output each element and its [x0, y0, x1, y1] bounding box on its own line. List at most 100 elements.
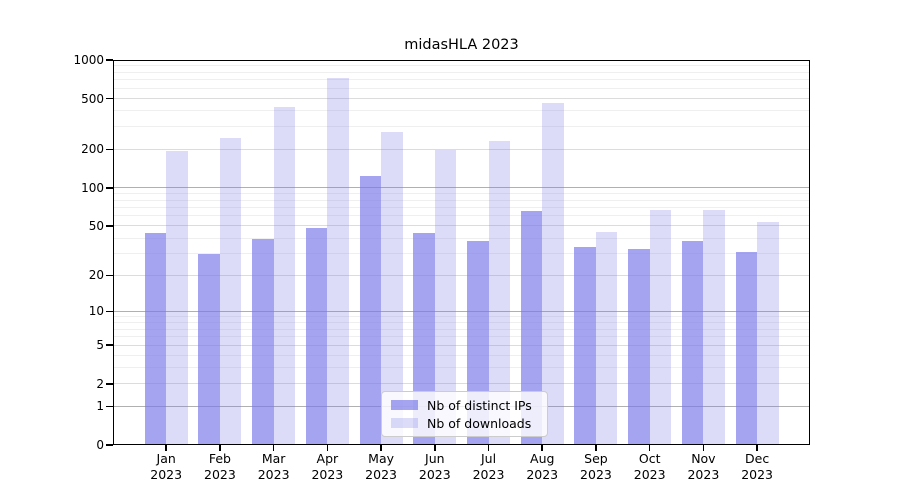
x-tick-label: Dec 2023: [727, 451, 787, 483]
x-tick-month: May: [368, 451, 394, 466]
legend-label: Nb of downloads: [427, 415, 532, 431]
y-tick-label: 0: [96, 438, 104, 452]
x-tick-mark: [595, 445, 597, 451]
y-tick-mark: [106, 59, 113, 61]
y-tick-label: 5: [96, 338, 104, 353]
legend-swatch-distinct-ips: [391, 400, 418, 410]
x-tick-year: 2023: [311, 467, 344, 482]
bar-distinct-ips-mar: [252, 239, 274, 445]
x-tick-year: 2023: [580, 467, 612, 482]
y-tick-mark: [106, 97, 113, 100]
x-tick-month: Mar: [261, 451, 286, 466]
y-tick-mark: [106, 344, 113, 346]
y-gridline-medium: [113, 383, 810, 385]
bar-downloads-nov: [703, 209, 725, 445]
bar-distinct-ips-aug: [520, 210, 543, 445]
x-tick-mark: [272, 445, 275, 451]
x-tick-month: Nov: [691, 451, 716, 466]
y-tick-mark: [106, 187, 113, 189]
x-tick-year: 2023: [365, 467, 397, 482]
x-tick-month: Jul: [480, 451, 497, 466]
x-tick-year: 2023: [741, 467, 774, 482]
y-gridline-medium: [113, 98, 810, 100]
y-gridline-minor: [113, 206, 810, 208]
y-gridline-minor: [113, 316, 810, 318]
legend: Nb of distinct IPs Nb of downloads: [381, 391, 548, 437]
y-gridline-minor: [113, 237, 810, 239]
x-tick-month: Jun: [425, 451, 445, 466]
x-tick-year: 2023: [633, 467, 666, 482]
x-tick-month: Jan: [156, 451, 176, 466]
x-tick-mark: [434, 445, 436, 451]
bar-distinct-ips-oct: [628, 248, 650, 445]
y-tick-label: 200: [81, 142, 104, 157]
x-tick-month: Apr: [316, 451, 339, 466]
y-tick-label: 10: [88, 304, 104, 319]
x-tick-month: Feb: [208, 451, 231, 466]
y-gridline-medium: [113, 148, 810, 150]
bar-downloads-jun: [434, 150, 457, 445]
legend-entry: Nb of distinct IPs: [391, 398, 538, 413]
y-tick-label: 1: [96, 399, 104, 414]
y-tick-mark: [106, 405, 113, 408]
y-gridline-minor: [113, 253, 810, 255]
x-tick-label: Jun 2023: [405, 451, 465, 483]
x-tick-year: 2023: [526, 467, 559, 482]
bar-distinct-ips-jan: [144, 232, 167, 445]
y-gridline-major: [113, 310, 810, 312]
x-tick-mark: [487, 445, 490, 451]
bar-distinct-ips-apr: [305, 228, 328, 445]
x-tick-mark: [219, 445, 221, 451]
x-tick-label: Jan 2023: [136, 451, 196, 483]
y-tick-label: 50: [88, 218, 104, 233]
bar-downloads-jul: [488, 140, 511, 445]
bar-distinct-ips-dec: [735, 251, 758, 445]
bar-downloads-jan: [166, 150, 188, 445]
bar-downloads-feb: [219, 137, 242, 445]
x-tick-mark: [702, 445, 705, 451]
y-tick-label: 2: [96, 376, 104, 391]
y-tick-mark: [106, 383, 113, 385]
x-tick-label: May 2023: [351, 451, 411, 483]
plot-area: Nb of distinct IPs Nb of downloads: [113, 60, 810, 445]
y-tick-label: 500: [81, 91, 104, 106]
x-tick-year: 2023: [687, 467, 720, 482]
y-tick-mark: [106, 274, 113, 277]
x-tick-mark: [326, 445, 329, 451]
y-gridline-minor: [113, 328, 810, 330]
y-gridline-minor: [113, 65, 810, 67]
y-gridline-minor: [113, 110, 810, 112]
bar-distinct-ips-nov: [681, 240, 704, 445]
x-tick-mark: [380, 445, 382, 451]
bar-downloads-sep: [595, 231, 618, 445]
y-tick-mark: [106, 225, 113, 227]
x-tick-label: Mar 2023: [244, 451, 304, 483]
x-tick-label: Oct 2023: [620, 451, 680, 483]
x-tick-month: Dec: [745, 451, 770, 466]
bar-distinct-ips-feb: [198, 253, 220, 445]
y-gridline-minor: [113, 367, 810, 369]
chart-title: midasHLA 2023: [404, 37, 519, 53]
bar-downloads-oct: [649, 209, 672, 445]
x-tick-mark: [541, 445, 543, 451]
y-gridline-minor: [113, 336, 810, 338]
x-tick-mark: [756, 445, 758, 451]
x-tick-year: 2023: [257, 467, 290, 482]
y-gridline-medium: [113, 274, 810, 276]
y-gridline-minor: [113, 193, 810, 195]
bar-distinct-ips-may: [359, 175, 382, 445]
x-tick-label: Apr 2023: [297, 451, 357, 483]
x-tick-mark: [165, 445, 167, 451]
y-gridline-medium: [113, 344, 810, 346]
x-tick-mark: [648, 445, 651, 451]
y-tick-mark: [106, 148, 113, 151]
legend-swatch-downloads: [391, 418, 418, 428]
y-tick-label: 100: [81, 180, 104, 195]
x-tick-label: Aug 2023: [512, 451, 572, 483]
y-gridline-major: [113, 187, 810, 189]
x-tick-year: 2023: [150, 467, 183, 482]
y-gridline-minor: [113, 126, 810, 128]
